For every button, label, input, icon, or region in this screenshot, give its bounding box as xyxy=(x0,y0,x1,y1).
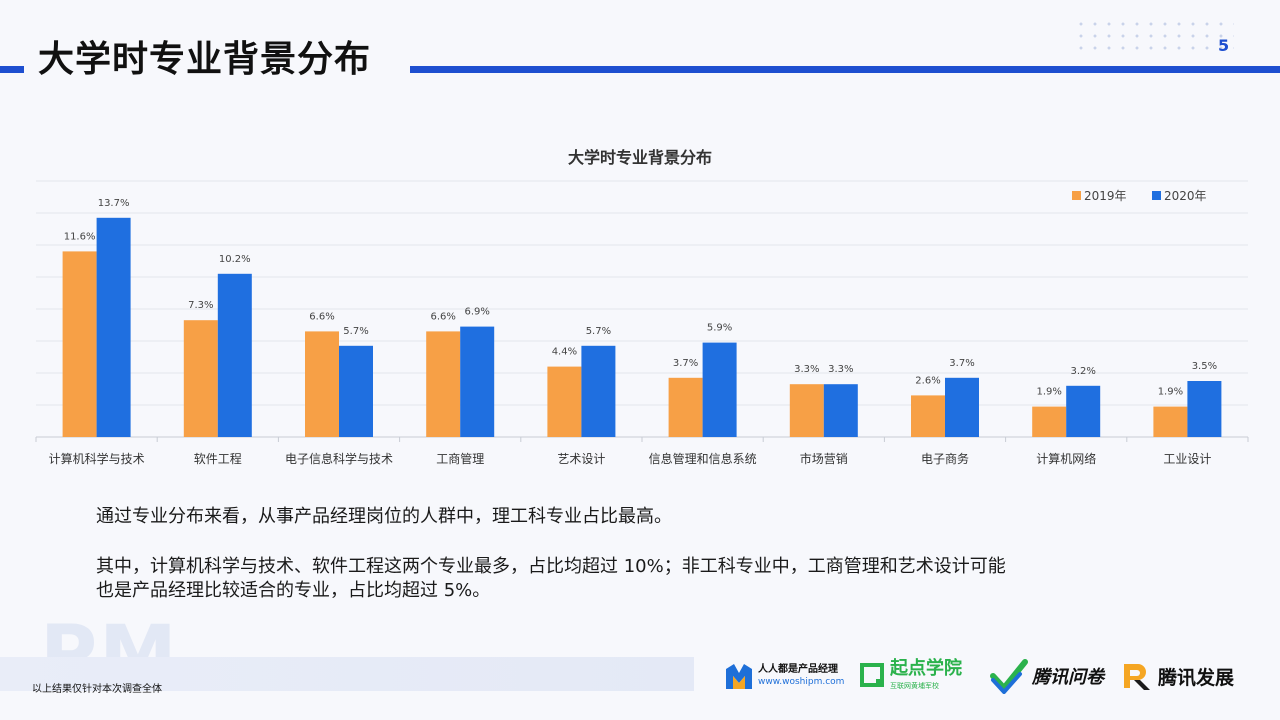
category-label: 艺术设计 xyxy=(557,452,605,466)
summary-paragraph-2: 其中，计算机科学与技术、软件工程这两个专业最多，占比均超过 10%；非工科专业中… xyxy=(96,555,1196,603)
fazhan-logo: 腾讯发展 xyxy=(1120,656,1234,696)
fazhan-logo-name: 腾讯发展 xyxy=(1158,666,1235,689)
category-label: 计算机科学与技术 xyxy=(49,451,145,466)
fazhan-logo-icon xyxy=(1124,664,1150,690)
bar-2019 xyxy=(668,377,703,437)
footer-band xyxy=(0,657,694,691)
qidian-logo-sub: 互联网黄埔军校 xyxy=(890,682,939,690)
bar-2019 xyxy=(547,366,582,437)
bar-2019 xyxy=(1032,406,1067,437)
bar-2019 xyxy=(1153,406,1188,437)
category-label: 工业设计 xyxy=(1163,452,1211,466)
woshipm-logo-url: www.woshipm.com xyxy=(758,677,845,687)
bar-2019 xyxy=(183,320,218,437)
data-label: 3.7% xyxy=(949,358,974,369)
wenjuan-logo: 腾讯问卷 xyxy=(990,656,1104,696)
bar-2019 xyxy=(305,331,339,437)
woshipm-logo-icon xyxy=(726,664,752,689)
bar-2020 xyxy=(945,377,979,437)
bar-2020 xyxy=(460,326,495,437)
data-label: 6.9% xyxy=(464,307,489,318)
summary-paragraph-2-line-1: 其中，计算机科学与技术、软件工程这两个专业最多，占比均超过 10%；非工科专业中… xyxy=(96,556,1006,577)
data-label: 5.7% xyxy=(343,326,368,337)
data-label: 4.4% xyxy=(552,347,577,358)
data-label: 6.6% xyxy=(430,311,455,322)
data-label: 3.5% xyxy=(1192,361,1217,372)
bar-2020 xyxy=(1066,385,1101,437)
legend-swatch-1 xyxy=(1072,191,1081,200)
page-title: 大学时专业背景分布 xyxy=(38,39,372,80)
qidian-logo-icon xyxy=(860,663,884,687)
data-label: 6.6% xyxy=(309,311,334,322)
bar-2019 xyxy=(911,395,945,437)
page-number: 5 xyxy=(1218,36,1230,55)
data-label: 2.6% xyxy=(915,375,940,386)
data-label: 11.6% xyxy=(64,231,96,242)
category-label: 信息管理和信息系统 xyxy=(649,451,757,466)
category-label: 工商管理 xyxy=(436,451,484,466)
wenjuan-logo-name: 腾讯问卷 xyxy=(1032,667,1104,688)
legend-swatch-2 xyxy=(1152,191,1161,200)
title-accent-bar xyxy=(0,66,24,73)
summary-paragraph-1: 通过专业分布来看，从事产品经理岗位的人群中，理工科专业占比最高。 xyxy=(96,506,672,527)
category-label: 电子商务 xyxy=(921,451,969,466)
checkmark-icon xyxy=(990,659,1028,694)
bar-2020 xyxy=(1187,381,1222,437)
data-label: 3.7% xyxy=(673,358,698,369)
bar-2020 xyxy=(702,342,737,437)
chart-title: 大学时专业背景分布 xyxy=(568,148,712,167)
category-label: 计算机网络 xyxy=(1036,451,1096,466)
bar-2019 xyxy=(789,384,824,437)
footnote: 以上结果仅针对本次调查全体 xyxy=(32,684,162,695)
data-label: 1.9% xyxy=(1158,387,1183,398)
summary-paragraph-2-line-2: 也是产品经理比较适合的专业，占比均超过 5%。 xyxy=(96,580,491,601)
bar-2019 xyxy=(62,251,97,437)
qidian-logo-name: 起点学院 xyxy=(890,658,962,679)
category-label: 软件工程 xyxy=(194,451,242,466)
bar-2020 xyxy=(823,384,858,437)
bar-2020 xyxy=(217,273,252,437)
data-label: 1.9% xyxy=(1036,387,1061,398)
data-label: 3.2% xyxy=(1070,366,1095,377)
qidian-logo: 起点学院 互联网黄埔军校 xyxy=(860,656,962,696)
woshipm-logo: 人人都是产品经理 www.woshipm.com xyxy=(724,656,844,696)
data-label: 13.7% xyxy=(98,198,130,209)
chart-container: 大学时专业背景分布 2019年 2020年计算机科学与技术 11.6% 13.7% 软件工… xyxy=(0,130,1280,480)
category-label: 市场营销 xyxy=(800,451,848,466)
decorative-dot-grid xyxy=(1074,18,1234,50)
bar-2020 xyxy=(339,345,373,437)
category-label: 电子信息科学与技术 xyxy=(285,451,393,466)
legend-label-2: 2020年 xyxy=(1164,189,1207,203)
bar-2020 xyxy=(96,217,131,437)
bar-2020 xyxy=(581,345,616,437)
data-label: 3.3% xyxy=(794,364,819,375)
woshipm-logo-name: 人人都是产品经理 xyxy=(758,664,838,675)
data-label: 5.7% xyxy=(586,326,611,337)
data-label: 3.3% xyxy=(828,364,853,375)
data-label: 10.2% xyxy=(219,254,251,265)
data-label: 5.9% xyxy=(707,323,732,334)
title-rule xyxy=(410,66,1280,73)
legend-label-1: 2019年 xyxy=(1084,189,1127,203)
data-label: 7.3% xyxy=(188,300,213,311)
bar-2019 xyxy=(426,331,461,437)
